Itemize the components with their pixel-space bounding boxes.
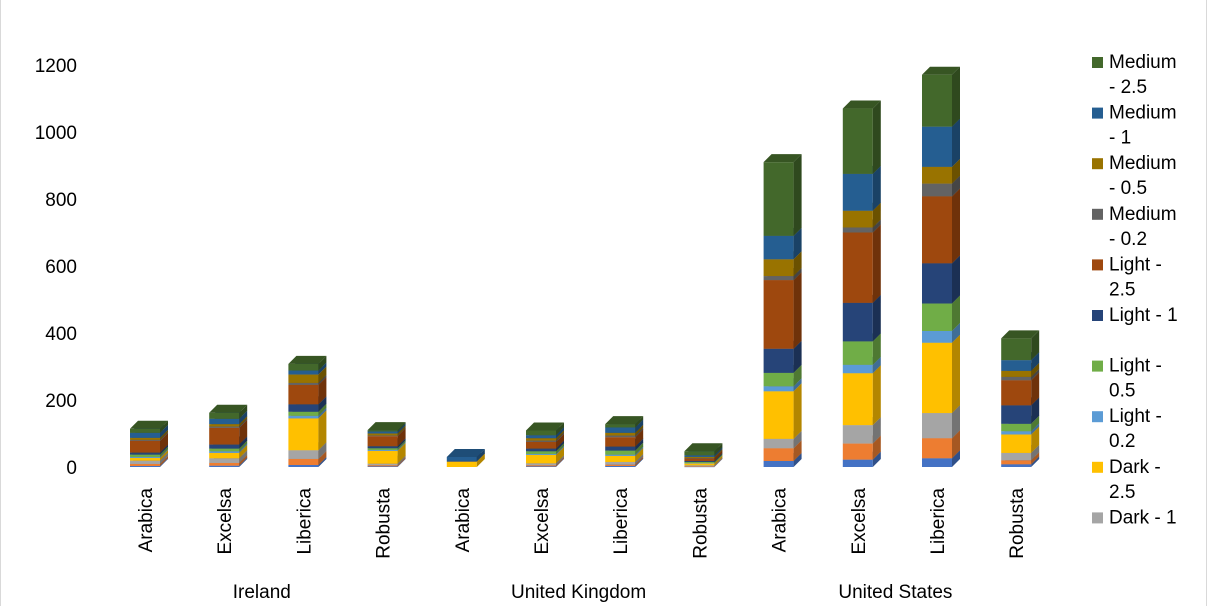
bar-segment [684,443,723,456]
x-tick-label: Liberica [294,488,315,555]
x-tick-label: Robusta [374,488,395,559]
legend-label: Medium - 2.5 [1109,52,1177,98]
x-tick-label: Excelsa [532,488,553,555]
x-tick-label: Robusta [1007,488,1028,559]
legend-swatch [1092,411,1103,423]
bar-segment [763,154,802,236]
legend-swatch [1092,512,1103,524]
bar-segment [209,404,248,419]
legend-label: Medium - 1 [1109,103,1177,149]
legend-swatch [1092,57,1103,68]
legend-label: Light -0.5 [1109,356,1162,402]
bar-segment [288,355,327,371]
legend-item: Light - 1 [1092,305,1178,326]
bar-segment [1001,330,1040,361]
legend-label: Dark -2.5 [1109,457,1161,503]
legend-item: Medium - 0.5 [1092,153,1177,199]
group-label: Ireland [233,582,291,603]
x-tick-label: Robusta [690,488,711,559]
x-tick-label: Excelsa [215,488,236,555]
legend-label: Medium - 0.5 [1109,153,1177,199]
legend-swatch [1092,107,1103,119]
x-tick-label: Liberica [928,488,949,555]
x-tick-label: Excelsa [849,488,870,555]
legend-label: Medium - 0.2 [1109,204,1177,250]
bar-segment [922,66,960,127]
bar-segment [842,100,881,174]
legend-label: Dark - 1 [1109,507,1177,528]
x-tick-label: Arabica [770,488,791,553]
legend-item: Medium - 1 [1092,103,1177,149]
y-tick-label: 200 [45,391,77,412]
legend-item: Light -0.2 [1092,406,1162,452]
x-tick-label: Liberica [611,488,632,555]
bar-segment [130,420,168,433]
group-label: United Kingdom [511,582,646,603]
x-tick-label: Arabica [453,488,474,553]
legend-swatch [1092,310,1103,321]
group-label: United States [838,582,952,603]
y-tick-label: 0 [66,458,77,479]
legend-item: Medium - 2.5 [1092,52,1177,98]
legend-label: Light - 1 [1109,305,1178,326]
legend-label: Light -0.2 [1109,406,1162,452]
y-tick-label: 800 [45,190,77,211]
legend-item: Light -0.5 [1092,356,1162,402]
legend-label: Light -2.5 [1109,254,1162,300]
x-tick-label: Arabica [136,488,157,553]
bar-segment [446,448,485,461]
bar-segment [367,422,406,432]
y-tick-label: 1200 [35,56,77,77]
legend-swatch [1092,208,1103,220]
legend-item: Dark - 1 [1092,507,1177,528]
legend-swatch [1092,360,1103,372]
legend-item: Medium - 0.2 [1092,204,1177,250]
legend-swatch [1092,259,1103,271]
y-tick-label: 1000 [35,123,77,144]
bars [130,66,1040,468]
y-tick-label: 400 [45,324,77,345]
legend-swatch [1092,158,1103,170]
bar-segment [605,416,644,428]
legend-item: Light -2.5 [1092,254,1162,300]
legend-item: Dark -2.5 [1092,457,1161,503]
y-tick-label: 600 [45,257,77,278]
legend-swatch [1092,461,1103,473]
bar-segment [763,272,802,349]
bar-segment [526,422,564,436]
